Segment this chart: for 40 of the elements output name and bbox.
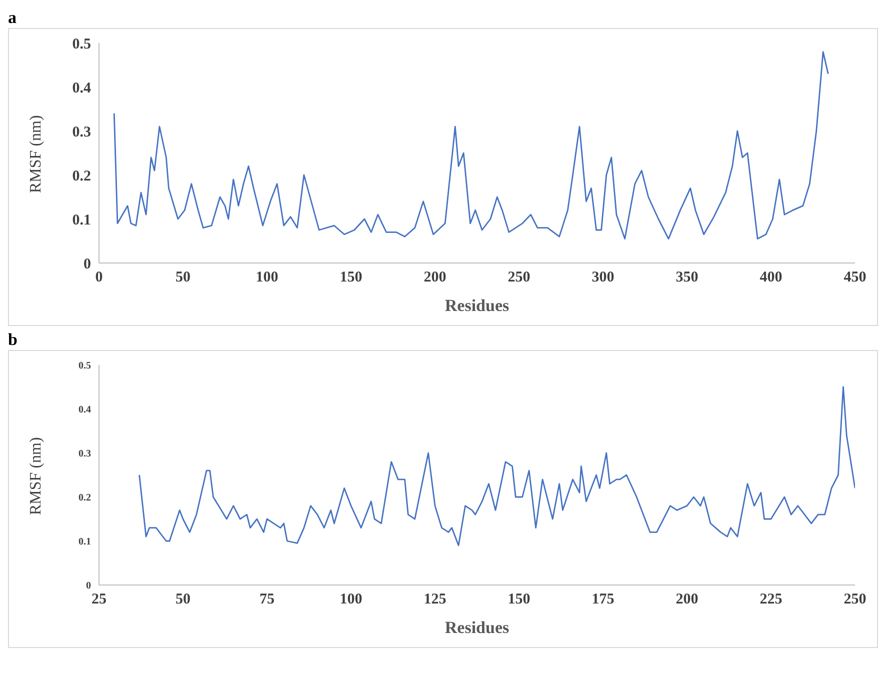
x-tick-label: 150 <box>340 270 362 286</box>
y-tick-label: 0.3 <box>72 124 91 140</box>
y-tick-label: 0.5 <box>78 360 91 372</box>
x-tick-label: 75 <box>260 592 274 608</box>
chart-title: b <box>8 330 18 350</box>
y-tick-label: 0 <box>84 256 91 272</box>
y-tick-label: 0.3 <box>78 448 91 460</box>
x-tick-label: 50 <box>176 270 190 286</box>
line-series <box>138 386 855 546</box>
y-axis-title: RMSF (nm) <box>28 437 45 515</box>
x-axis-title: Residues <box>444 618 510 637</box>
x-tick-label: 200 <box>676 592 698 608</box>
y-tick-label: 0.5 <box>72 36 91 52</box>
y-axis-title: RMSF (nm) <box>28 115 45 193</box>
x-tick-label: 450 <box>844 270 866 286</box>
y-tick-label: 0.1 <box>72 212 91 228</box>
x-tick-label: 225 <box>760 592 782 608</box>
x-tick-label: 100 <box>256 270 278 286</box>
x-tick-label: 400 <box>760 270 782 286</box>
y-tick-label: 0 <box>86 580 91 592</box>
y-tick-label: 0.2 <box>78 492 91 504</box>
x-tick-label: 200 <box>424 270 446 286</box>
x-tick-label: 100 <box>340 592 362 608</box>
x-tick-label: 150 <box>508 592 530 608</box>
x-tick-label: 300 <box>592 270 614 286</box>
y-tick-label: 0.4 <box>78 404 91 416</box>
x-tick-label: 25 <box>92 592 106 608</box>
x-tick-label: 250 <box>508 270 530 286</box>
x-tick-label: 175 <box>592 592 614 608</box>
x-tick-label: 50 <box>176 592 190 608</box>
x-tick-label: 125 <box>424 592 446 608</box>
line-series <box>113 51 829 240</box>
y-tick-label: 0.2 <box>72 168 91 184</box>
x-axis-title: Residues <box>444 296 510 315</box>
y-tick-label: 0.4 <box>72 80 92 96</box>
x-tick-label: 250 <box>844 592 866 608</box>
chart-title: a <box>8 8 18 28</box>
y-tick-label: 0.1 <box>78 536 91 548</box>
x-tick-label: 0 <box>95 270 103 286</box>
x-tick-label: 350 <box>676 270 698 286</box>
